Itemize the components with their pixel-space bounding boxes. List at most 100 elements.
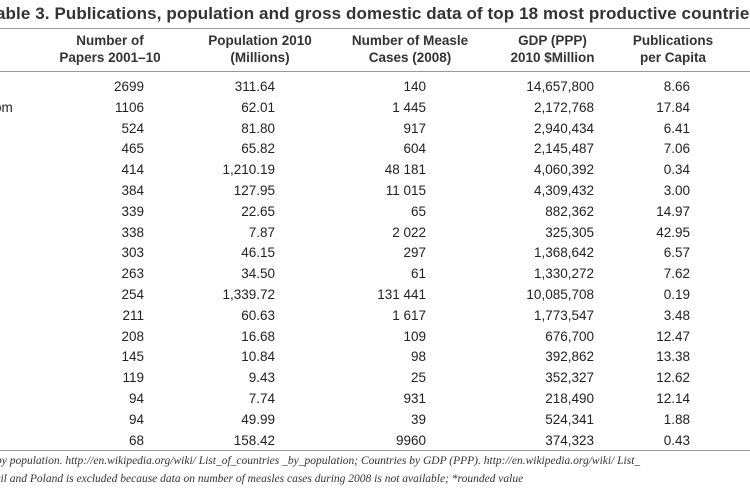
cell-per-capita: 3.00 [663, 182, 690, 198]
cell-per-capita: 13.38 [656, 349, 690, 365]
header-gdp-line1: GDP (PPP) [518, 33, 587, 48]
cell-measles: 917 [403, 120, 426, 136]
cell-per-capita: 12.14 [656, 390, 690, 406]
cell-gdp: 14,657,800 [526, 79, 594, 94]
cell-papers: 119 [122, 370, 144, 386]
table-row: 465 65.82 604 2,145,487 7.06 [0, 139, 750, 160]
cell-papers: 465 [121, 141, 144, 157]
cell-population: 127.95 [233, 182, 275, 198]
cell-measles: 2 022 [392, 224, 426, 240]
cell-measles: 98 [410, 349, 426, 365]
cell-measles: 109 [403, 328, 426, 344]
header-papers-line2: Papers 2001–10 [59, 50, 161, 65]
cell-gdp: 1,368,642 [533, 245, 594, 261]
table-row: 263 34.50 61 1,330,272 7.62 [0, 264, 750, 285]
cell-papers: 2699 [113, 79, 144, 94]
cell-measles: 39 [410, 411, 426, 427]
header-papers-line1: Number of [76, 33, 144, 48]
cell-per-capita: 3.48 [663, 307, 690, 323]
footnote-sources: by population. http://en.wikipedia.org/w… [0, 455, 641, 467]
header-population-line2: (Millions) [230, 50, 290, 65]
table-row: om 1106 62.01 1 445 2,172,768 17.84 [0, 98, 750, 119]
cell-measles: 297 [403, 245, 426, 261]
cell-papers: 208 [121, 328, 144, 344]
table-body: 2699 311.64 140 14,657,800 8.66 om 1106 62.01 1 … [0, 77, 750, 451]
cell-population: 62.01 [241, 99, 275, 115]
table-row: 254 1,339.72 131 441 10,085,708 0.19 [0, 285, 750, 306]
cell-gdp: 4,060,392 [533, 162, 594, 178]
cell-gdp: 10,085,708 [526, 286, 594, 302]
table-row: 211 60.63 1 617 1,773,547 3.48 [0, 306, 750, 327]
cell-gdp: 882,362 [545, 203, 594, 219]
table-row: 68 158.42 9960 374,323 0.43 [0, 431, 750, 452]
cell-papers: 339 [121, 203, 144, 219]
table-row: 94 7.74 931 218,490 12.14 [0, 389, 750, 410]
cell-per-capita: 8.66 [663, 79, 690, 94]
cell-gdp: 352,327 [545, 370, 594, 386]
cell-per-capita: 14.97 [656, 203, 690, 219]
cell-population: 22.65 [241, 203, 275, 219]
table-row: 145 10.84 98 392,862 13.38 [0, 347, 750, 368]
cell-per-capita: 12.47 [656, 328, 690, 344]
cell-population: 49.99 [241, 411, 275, 427]
table-top-rule [0, 28, 750, 29]
header-per-capita: Publications per Capita [618, 32, 728, 66]
header-measles: Number of Measle Cases (2008) [340, 32, 480, 66]
cell-measles: 1 617 [392, 307, 426, 323]
table-row: 339 22.65 65 882,362 14.97 [0, 202, 750, 223]
cell-population: 1,339.72 [222, 286, 275, 302]
table-row: 119 9.43 25 352,327 12.62 [0, 368, 750, 389]
cell-per-capita: 17.84 [656, 99, 690, 115]
cell-per-capita: 0.43 [663, 432, 690, 448]
cell-papers: 414 [121, 162, 144, 178]
cell-per-capita: 6.57 [663, 245, 690, 261]
cell-gdp: 2,145,487 [533, 141, 594, 157]
cell-population: 65.82 [241, 141, 275, 157]
cell-population: 311.64 [234, 79, 275, 94]
header-measles-line2: Cases (2008) [368, 50, 452, 65]
table-row: 94 49.99 39 524,341 1.88 [0, 410, 750, 431]
table-row: 384 127.95 11 015 4,309,432 3.00 [0, 181, 750, 202]
cell-gdp: 4,309,432 [533, 182, 594, 198]
table-row: 414 1,210.19 48 181 4,060,392 0.34 [0, 160, 750, 181]
cell-population: 16.68 [241, 328, 275, 344]
cell-gdp: 2,172,768 [533, 99, 594, 115]
cell-papers: 254 [121, 286, 144, 302]
cell-measles: 25 [410, 370, 426, 386]
cell-population: 60.63 [241, 307, 275, 323]
table-row: 303 46.15 297 1,368,642 6.57 [0, 243, 750, 264]
cell-population: 7.87 [248, 224, 275, 240]
cell-measles: 48 181 [384, 162, 426, 178]
cell-papers: 303 [121, 245, 144, 261]
cell-papers: 384 [121, 182, 144, 198]
cell-population: 81.80 [241, 120, 275, 136]
header-measles-line1: Number of Measle [351, 33, 469, 48]
cell-population: 7.74 [248, 390, 275, 406]
table-bottom-rule [0, 450, 750, 451]
cell-gdp: 2,940,434 [533, 120, 594, 136]
table-row: 338 7.87 2 022 325,305 42.95 [0, 223, 750, 244]
table-row: 208 16.68 109 676,700 12.47 [0, 327, 750, 348]
table-header-rule [0, 71, 750, 72]
cell-papers: 94 [128, 411, 144, 427]
cell-gdp: 325,305 [545, 224, 594, 240]
cell-gdp: 374,323 [545, 432, 594, 448]
cell-per-capita: 6.41 [663, 120, 690, 136]
cell-per-capita: 42.95 [656, 224, 690, 240]
cell-population: 9.43 [248, 370, 275, 386]
cell-measles: 61 [410, 266, 426, 282]
cell-population: 34.50 [241, 266, 275, 282]
header-papers: Number of Papers 2001–10 [50, 32, 170, 66]
cell-per-capita: 7.06 [663, 141, 690, 157]
cell-gdp: 676,700 [545, 328, 594, 344]
cell-papers: 338 [121, 224, 144, 240]
table-row: 524 81.80 917 2,940,434 6.41 [0, 119, 750, 140]
cell-gdp: 392,862 [545, 349, 594, 365]
cell-per-capita: 1.88 [663, 411, 690, 427]
cell-measles: 931 [403, 390, 426, 406]
table-row: 2699 311.64 140 14,657,800 8.66 [0, 77, 750, 98]
cell-measles: 131 441 [377, 286, 426, 302]
cell-measles: 65 [410, 203, 426, 219]
table-title: able 3. Publications, population and gro… [0, 4, 750, 23]
cell-per-capita: 0.34 [663, 162, 690, 178]
